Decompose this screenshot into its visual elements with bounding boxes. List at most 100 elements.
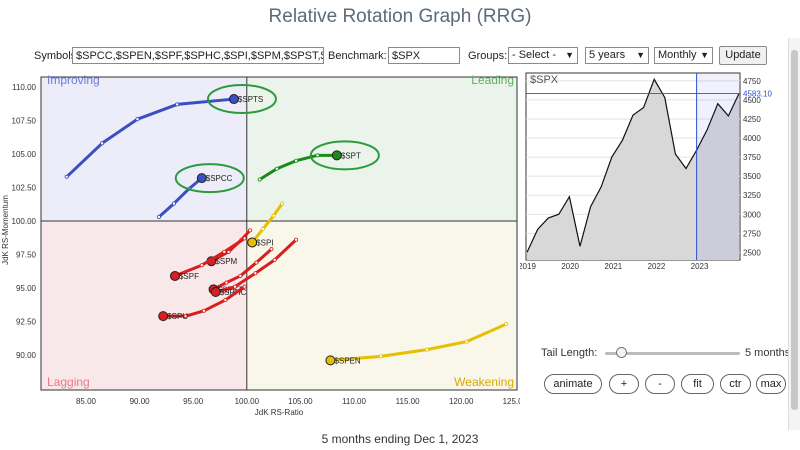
series-tail <box>157 176 204 219</box>
tail-point <box>201 308 206 313</box>
tail-point <box>171 201 176 206</box>
series-spi[interactable]: $SPI <box>247 201 285 248</box>
highlight-ellipse <box>309 140 380 171</box>
y-tick-label: 92.50 <box>16 318 37 327</box>
center-button[interactable]: ctr <box>720 374 751 394</box>
max-button[interactable]: max <box>756 374 786 394</box>
series-sphc[interactable]: $SPHC <box>210 237 299 298</box>
y-tick-label: 90.00 <box>16 351 37 360</box>
tail-point <box>222 249 227 254</box>
series-spf[interactable]: $SPF <box>169 236 247 281</box>
tail-point <box>233 284 238 289</box>
y-tick-label: 107.50 <box>12 117 37 126</box>
series-head-marker[interactable] <box>158 311 169 322</box>
series-label: $SPST <box>218 285 243 294</box>
benchmark-y-tick: 4750 <box>743 77 761 86</box>
frequency-select-value: Monthly <box>658 49 697 61</box>
series-head-marker[interactable] <box>247 237 258 248</box>
symbols-label: Symbols: <box>34 50 80 62</box>
series-spu[interactable]: $SPU <box>158 284 247 322</box>
tail-point <box>223 298 228 303</box>
quadrant-label-leading: Leading <box>471 73 514 87</box>
tail-point <box>156 214 161 219</box>
tail-point <box>135 117 140 122</box>
period-select[interactable]: 5 years ▼ <box>585 47 649 64</box>
y-axis-label: JdK RS-Momentum <box>1 195 10 265</box>
fit-button[interactable]: fit <box>681 374 714 394</box>
x-axis-label: JdK RS-Ratio <box>255 408 304 417</box>
benchmark-label: Benchmark: <box>328 50 387 62</box>
benchmark-line <box>526 77 740 253</box>
benchmark-y-tick: 3000 <box>743 210 761 219</box>
tail-point <box>269 247 274 252</box>
quadrant-label-weakening: Weakening <box>454 375 514 389</box>
tail-point <box>260 227 265 232</box>
tail-point <box>280 201 285 206</box>
series-spcc[interactable]: $SPCC <box>156 163 245 219</box>
series-tail <box>173 236 247 278</box>
quadrant-improving <box>41 77 247 221</box>
tail-point <box>315 153 320 158</box>
series-head-marker[interactable] <box>210 287 221 298</box>
symbols-input[interactable]: $SPCC,$SPEN,$SPF,$SPHC,$SPI,$SPM,$SPST,$ <box>72 47 324 64</box>
benchmark-area <box>527 79 739 260</box>
benchmark-x-tick: 2020 <box>561 262 579 271</box>
toolbar: Symbols: $SPCC,$SPEN,$SPF,$SPHC,$SPI,$SP… <box>0 46 800 68</box>
series-spt[interactable]: $SPT <box>257 140 380 182</box>
series-head-marker[interactable] <box>325 355 336 366</box>
benchmark-chart: 4750 4500 4250 4000 3750 3500 3250 3000 2750 2500… <box>520 72 772 271</box>
benchmark-y-tick: 2750 <box>743 229 761 238</box>
tail-length-slider-handle[interactable] <box>616 347 628 358</box>
zoom-out-button[interactable]: - <box>645 374 675 394</box>
tail-point <box>224 280 229 285</box>
page-title: Relative Rotation Graph (RRG) <box>268 6 532 27</box>
series-spen[interactable]: $SPEN <box>325 322 509 366</box>
y-tick-label: 97.50 <box>16 251 37 260</box>
scrollbar-thumb[interactable] <box>791 50 798 410</box>
benchmark-y-tick: 4000 <box>743 134 761 143</box>
series-head-marker[interactable] <box>196 173 207 184</box>
x-tick-label: 125.00 <box>503 397 520 406</box>
benchmark-x-tick: 2021 <box>604 262 622 271</box>
tail-point <box>464 339 469 344</box>
x-tick-label: 105.00 <box>288 397 313 406</box>
tail-point <box>378 354 383 359</box>
series-label: $SPCC <box>206 174 233 183</box>
animate-button[interactable]: animate <box>544 374 602 394</box>
x-tick-label: 90.00 <box>130 397 151 406</box>
chevron-down-icon: ▼ <box>565 50 574 60</box>
tail-point <box>238 273 243 278</box>
x-tick-label: 120.00 <box>449 397 474 406</box>
tail-length-track[interactable] <box>605 347 740 358</box>
groups-select-value: - Select - <box>512 49 557 61</box>
series-label: $SPI <box>256 238 273 247</box>
vertical-scrollbar[interactable] <box>788 38 800 430</box>
tail-point <box>424 347 429 352</box>
update-button[interactable]: Update <box>719 46 767 65</box>
tail-point <box>294 158 299 163</box>
quadrant-leading <box>246 77 518 221</box>
benchmark-y-tick: 4500 <box>743 96 761 105</box>
groups-label: Groups: <box>468 50 508 62</box>
frequency-select[interactable]: Monthly ▼ <box>654 47 713 64</box>
tail-point <box>242 236 247 241</box>
tail-point <box>100 141 105 146</box>
tail-point <box>253 271 258 276</box>
series-label: $SPF <box>179 272 199 281</box>
highlight-ellipse <box>174 163 245 194</box>
tail-point <box>183 314 188 319</box>
series-head-marker[interactable] <box>169 270 180 281</box>
series-spts[interactable]: $SPTS <box>64 84 277 179</box>
groups-select[interactable]: - Select - ▼ <box>508 47 578 64</box>
benchmark-title: $SPX <box>530 74 559 86</box>
series-label: $SPM <box>215 257 237 266</box>
series-head-marker[interactable] <box>228 94 239 105</box>
tail-point <box>294 237 299 242</box>
series-label: $SPU <box>167 312 188 321</box>
series-head-marker[interactable] <box>331 150 342 161</box>
y-tick-label: 105.00 <box>12 150 37 159</box>
benchmark-input[interactable]: $SPX <box>388 47 460 64</box>
benchmark-y-tick: 3500 <box>743 172 761 181</box>
zoom-in-button[interactable]: + <box>609 374 639 394</box>
series-label: $SPTS <box>238 95 263 104</box>
